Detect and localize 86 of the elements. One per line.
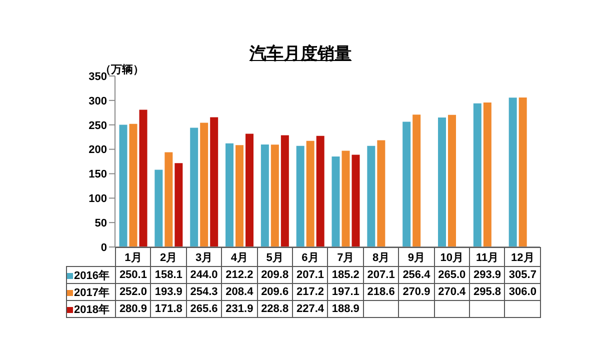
y-tick-label: 300 [88, 95, 107, 108]
y-tick-label: 350 [88, 70, 107, 83]
bar [352, 154, 360, 247]
data-label: 252.0 [116, 284, 151, 300]
chart-title: 汽车月度销量 [248, 43, 352, 65]
bar [377, 140, 386, 247]
bar [316, 136, 324, 247]
legend-label: 2018年 [66, 300, 116, 318]
bar [508, 98, 517, 247]
bar [246, 134, 254, 247]
data-label: 254.3 [186, 284, 222, 300]
data-label: 228.8 [257, 300, 293, 318]
bar [473, 103, 482, 247]
legend-label: 2017年 [66, 284, 116, 300]
data-label: 293.9 [470, 266, 505, 284]
data-label: 256.4 [398, 266, 434, 284]
x-tick-label: 5月 [257, 248, 293, 266]
data-label: 197.1 [328, 284, 364, 300]
bar [332, 156, 340, 247]
data-label: 158.1 [150, 266, 186, 284]
y-tick-label: 150 [88, 168, 107, 181]
bar [483, 102, 492, 247]
bar [260, 144, 269, 247]
bar [342, 150, 350, 247]
bar [448, 114, 456, 247]
x-tick-label: 4月 [222, 248, 258, 266]
x-tick-label: 6月 [292, 248, 328, 266]
data-label: 265.0 [434, 266, 470, 284]
bar [210, 117, 218, 247]
data-label: 270.9 [398, 284, 434, 300]
y-tick-label: 200 [88, 144, 107, 156]
bar [270, 144, 279, 247]
data-label: 185.2 [328, 266, 364, 284]
bar [139, 110, 148, 247]
bar [226, 143, 234, 247]
bar [129, 124, 138, 247]
y-tick-label: 0 [100, 242, 107, 254]
x-tick-label: 8月 [363, 248, 399, 266]
data-label: 217.2 [292, 284, 328, 300]
x-tick-label: 12月 [504, 248, 540, 266]
x-tick-label: 3月 [186, 248, 222, 266]
bar [174, 163, 183, 247]
bar [200, 122, 208, 247]
bar [402, 122, 411, 247]
bar [438, 118, 446, 247]
data-label: 305.7 [504, 266, 540, 284]
data-label: 207.1 [363, 266, 399, 284]
data-label: 209.6 [257, 284, 293, 300]
x-tick-label: 2月 [150, 248, 186, 266]
data-label: 227.4 [292, 300, 328, 318]
data-label: 244.0 [186, 266, 222, 284]
bar [412, 114, 421, 247]
x-tick-label: 7月 [328, 248, 364, 266]
data-label: 188.9 [328, 300, 364, 318]
data-label: 270.4 [434, 284, 470, 300]
x-tick-label: 11月 [470, 248, 505, 266]
bar [190, 128, 198, 247]
bar [296, 146, 304, 247]
data-label: 207.1 [292, 266, 328, 284]
data-label: 306.0 [504, 284, 540, 300]
data-label: 193.9 [150, 284, 186, 300]
legend-label: 2016年 [66, 266, 116, 284]
data-label: 218.6 [363, 284, 399, 300]
bar [119, 124, 128, 247]
data-label: 231.9 [222, 300, 258, 318]
data-label: 265.6 [186, 300, 222, 318]
bar [518, 97, 527, 247]
data-label: 208.4 [222, 284, 258, 300]
bar [236, 145, 244, 247]
data-label: 250.1 [116, 266, 151, 284]
bar [280, 135, 289, 247]
bar [164, 152, 173, 247]
bar [306, 140, 314, 247]
bar [367, 146, 376, 247]
x-tick-label: 1月 [116, 248, 151, 266]
data-label: 209.8 [257, 266, 293, 284]
y-tick-label: 250 [88, 120, 107, 132]
data-label: 295.8 [470, 284, 505, 300]
x-tick-label: 10月 [434, 248, 470, 266]
data-label: 212.2 [222, 266, 258, 284]
x-tick-label: 9月 [398, 248, 434, 266]
y-tick-label: 100 [88, 193, 107, 206]
data-label: 171.8 [150, 300, 186, 318]
y-tick-label: 50 [94, 217, 107, 230]
data-label: 280.9 [116, 300, 151, 318]
bar [154, 170, 163, 247]
